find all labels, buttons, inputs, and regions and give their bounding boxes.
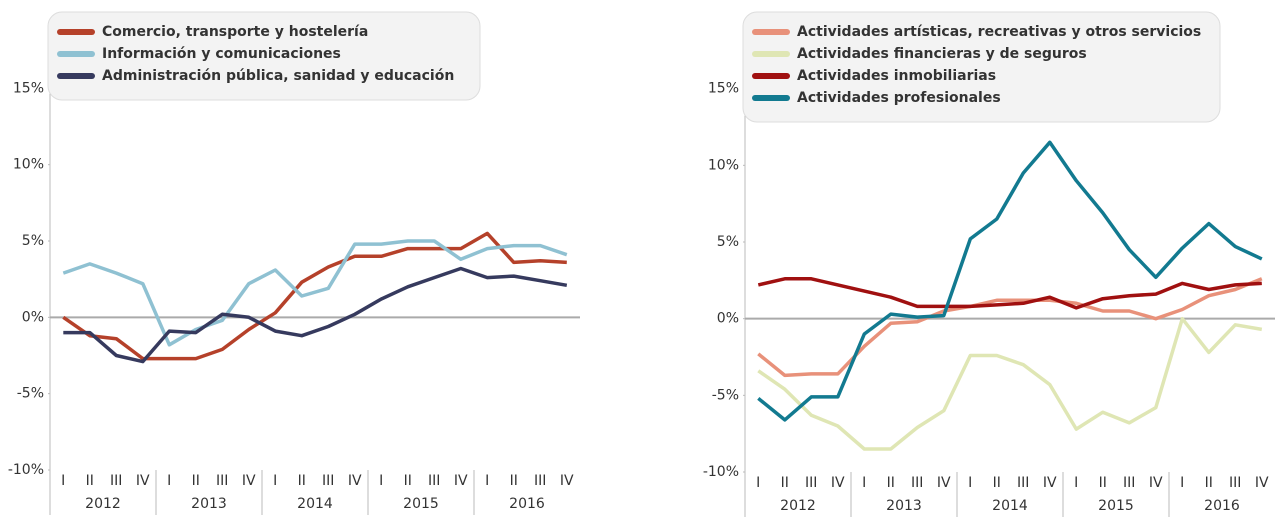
legend-label: Información y comunicaciones: [102, 46, 341, 62]
y-tick-label: 5%: [22, 233, 44, 249]
x-tick-label: III: [1123, 475, 1135, 491]
x-tick-label: IV: [242, 473, 256, 489]
x-tick-label: II: [1205, 475, 1213, 491]
x-tick-label: I: [379, 473, 383, 489]
x-tick-label: III: [805, 475, 817, 491]
x-tick-label: III: [110, 473, 122, 489]
x-tick-label: IV: [560, 473, 574, 489]
year-label: 2014: [992, 498, 1028, 514]
line: [757, 140, 1263, 422]
legend-label: Administración pública, sanidad y educac…: [102, 68, 454, 84]
y-tick-label: 10%: [13, 157, 44, 173]
x-tick-label: I: [1074, 475, 1078, 491]
x-tick-label: I: [167, 473, 171, 489]
x-tick-label: IV: [937, 475, 951, 491]
line: [757, 316, 1263, 451]
y-tick-label: 0%: [717, 311, 739, 327]
year-label: 2016: [1204, 498, 1240, 514]
x-tick-label: II: [298, 473, 306, 489]
x-tick-label: II: [404, 473, 412, 489]
x-tick-label: III: [216, 473, 228, 489]
year-label: 2013: [191, 496, 227, 512]
x-tick-label: III: [428, 473, 440, 489]
x-tick-label: II: [993, 475, 1001, 491]
year-label: 2012: [85, 496, 121, 512]
x-tick-label: III: [1017, 475, 1029, 491]
x-tick-label: III: [911, 475, 923, 491]
x-tick-label: III: [534, 473, 546, 489]
y-tick-label: -5%: [17, 386, 44, 402]
x-tick-label: II: [192, 473, 200, 489]
legend-label: Actividades artísticas, recreativas y ot…: [797, 24, 1201, 40]
legend-label: Comercio, transporte y hostelería: [102, 24, 368, 40]
x-tick-label: IV: [454, 473, 468, 489]
x-tick-label: III: [1229, 475, 1241, 491]
x-tick-label: I: [756, 475, 760, 491]
legend-label: Actividades inmobiliarias: [797, 68, 996, 84]
x-tick-label: IV: [831, 475, 845, 491]
y-tick-label: 10%: [708, 157, 739, 173]
y-tick-label: -5%: [712, 387, 739, 403]
x-tick-label: I: [273, 473, 277, 489]
y-tick-label: -10%: [8, 462, 44, 478]
line: [62, 239, 568, 347]
y-tick-label: 5%: [717, 234, 739, 250]
line: [757, 277, 1262, 310]
chart: -10%-5%0%5%10%15%I II III IV I II III IV I II III I…: [703, 11, 1275, 517]
year-label: 2015: [403, 496, 439, 512]
year-label: 2013: [886, 498, 922, 514]
x-tick-label: I: [61, 473, 65, 489]
y-tick-label: -10%: [703, 464, 739, 480]
legend-label: Actividades profesionales: [797, 90, 1001, 106]
legend-box: [47, 11, 481, 101]
line: [757, 277, 1263, 378]
y-tick-label: 15%: [708, 81, 739, 97]
x-tick-label: II: [887, 475, 895, 491]
x-tick-label: IV: [1255, 475, 1269, 491]
x-tick-label: I: [485, 473, 489, 489]
x-tick-label: IV: [1149, 475, 1163, 491]
x-tick-label: II: [781, 475, 789, 491]
line: [63, 266, 568, 364]
x-tick-label: I: [1180, 475, 1184, 491]
chart: -10%-5%0%5%10%15%I II III IV I II III IV I II III I…: [8, 11, 580, 515]
x-tick-label: I: [862, 475, 866, 491]
x-tick-label: II: [1099, 475, 1107, 491]
y-tick-label: 15%: [13, 80, 44, 96]
year-label: 2016: [509, 496, 545, 512]
line: [62, 231, 567, 361]
x-tick-label: IV: [348, 473, 362, 489]
x-tick-label: IV: [1043, 475, 1057, 491]
x-tick-label: III: [322, 473, 334, 489]
year-label: 2014: [297, 496, 333, 512]
year-label: 2012: [780, 498, 816, 514]
legend-box: [742, 11, 1221, 123]
x-tick-label: II: [510, 473, 518, 489]
legend-label: Actividades financieras y de seguros: [797, 46, 1087, 62]
x-tick-label: IV: [136, 473, 150, 489]
y-tick-label: 0%: [22, 309, 44, 325]
year-label: 2015: [1098, 498, 1134, 514]
x-tick-label: I: [968, 475, 972, 491]
x-tick-label: II: [86, 473, 94, 489]
